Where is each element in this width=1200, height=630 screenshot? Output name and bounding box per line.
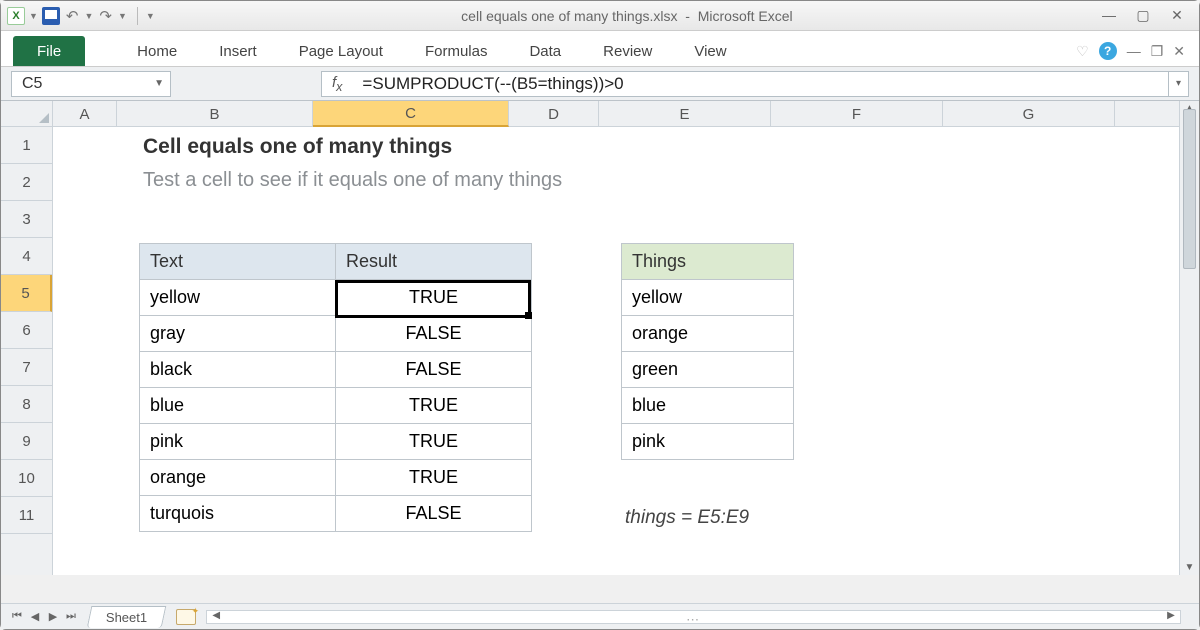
title-appname: Microsoft Excel: [698, 8, 793, 24]
minimize-button[interactable]: ―: [1099, 7, 1119, 24]
new-sheet-button[interactable]: [176, 609, 196, 625]
ribbon-right-controls: ♡ ? ― ❐ ✕: [1076, 42, 1185, 60]
undo-button[interactable]: ↶: [64, 7, 81, 25]
row-header[interactable]: 9: [1, 423, 52, 460]
row-header[interactable]: 2: [1, 164, 52, 201]
namebox-dropdown-icon[interactable]: ▼: [154, 78, 164, 89]
sheet-tab[interactable]: Sheet1: [87, 606, 167, 628]
ribbon-minimize-icon[interactable]: ♡: [1076, 43, 1089, 60]
sheet-nav-last-icon[interactable]: ⏭: [63, 610, 79, 623]
qat-dropdown-icon[interactable]: ▼: [29, 11, 38, 21]
ribbon-tab-data[interactable]: Data: [525, 37, 565, 66]
ribbon-tab-formulas[interactable]: Formulas: [421, 37, 492, 66]
formula-input[interactable]: =SUMPRODUCT(--(B5=things))>0: [352, 71, 1169, 97]
formula-bar: C5 ▼ fx =SUMPRODUCT(--(B5=things))>0 ▾: [1, 67, 1199, 101]
sheet-nav-prev-icon[interactable]: ◀: [27, 610, 43, 623]
excel-icon: X: [7, 7, 25, 25]
window-buttons: ― ▢ ✕: [1099, 7, 1193, 24]
ribbon-tab-insert[interactable]: Insert: [215, 37, 261, 66]
hscroll-left-icon[interactable]: ◀: [209, 610, 223, 621]
redo-button[interactable]: ↷: [97, 7, 114, 25]
workbook-restore-button[interactable]: ❐: [1151, 43, 1164, 60]
file-tab[interactable]: File: [13, 36, 85, 66]
vertical-scrollbar[interactable]: ▲ ▼: [1179, 101, 1199, 575]
horizontal-scrollbar[interactable]: ◀ ⋯ ▶: [206, 610, 1181, 624]
row-header[interactable]: 10: [1, 460, 52, 497]
qat-separator: [137, 7, 138, 25]
row-header[interactable]: 3: [1, 201, 52, 238]
sheet-nav-next-icon[interactable]: ▶: [45, 610, 61, 623]
ribbon-tab-home[interactable]: Home: [133, 37, 181, 66]
workbook-close-button[interactable]: ✕: [1173, 43, 1185, 60]
name-box-value: C5: [22, 75, 42, 93]
sheet-tab-label: Sheet1: [106, 610, 147, 625]
undo-redo-group: ↶▼ ↷▼: [64, 7, 129, 25]
ribbon: File Home Insert Page Layout Formulas Da…: [1, 31, 1199, 67]
ribbon-tab-page-layout[interactable]: Page Layout: [295, 37, 387, 66]
maximize-button[interactable]: ▢: [1133, 7, 1153, 24]
scroll-down-icon[interactable]: ▼: [1180, 562, 1199, 573]
sheet-nav-first-icon[interactable]: ⏮: [9, 610, 25, 623]
workbook-minimize-button[interactable]: ―: [1127, 43, 1141, 59]
sheet-tabs-bar: ⏮ ◀ ▶ ⏭ Sheet1 ◀ ⋯ ▶: [1, 603, 1199, 629]
worksheet-grid: 1234567891011 ABCDEFG ▲ ▼ Cell equals on…: [1, 101, 1199, 575]
row-header[interactable]: 7: [1, 349, 52, 386]
fx-icon[interactable]: fx: [322, 74, 352, 94]
row-header[interactable]: 8: [1, 386, 52, 423]
customize-qat-icon[interactable]: ▼: [146, 11, 155, 21]
ribbon-tab-view[interactable]: View: [690, 37, 730, 66]
quick-access-toolbar: X ▼ ↶▼ ↷▼ ▼: [7, 7, 155, 25]
help-icon[interactable]: ?: [1099, 42, 1117, 60]
name-box[interactable]: C5 ▼: [11, 71, 171, 97]
fx-wrap: fx: [321, 71, 352, 97]
window-title: cell equals one of many things.xlsx - Mi…: [155, 8, 1099, 24]
hscroll-right-icon[interactable]: ▶: [1164, 610, 1178, 621]
title-filename: cell equals one of many things.xlsx: [461, 8, 677, 24]
ribbon-tab-review[interactable]: Review: [599, 37, 656, 66]
select-all-corner[interactable]: [1, 101, 53, 127]
close-button[interactable]: ✕: [1167, 7, 1187, 24]
undo-dropdown-icon[interactable]: ▼: [83, 11, 96, 21]
title-bar: X ▼ ↶▼ ↷▼ ▼ cell equals one of many thin…: [1, 1, 1199, 31]
row-header[interactable]: 5: [1, 275, 52, 312]
sheet-nav-buttons: ⏮ ◀ ▶ ⏭: [9, 610, 79, 623]
row-headers: 1234567891011: [1, 127, 53, 575]
scroll-thumb[interactable]: [1183, 109, 1196, 269]
redo-dropdown-icon[interactable]: ▼: [116, 11, 129, 21]
sheet-content[interactable]: [53, 101, 1179, 575]
formula-expand-icon[interactable]: ▾: [1169, 71, 1189, 97]
row-header[interactable]: 4: [1, 238, 52, 275]
grid-main: ABCDEFG: [53, 101, 1199, 575]
row-header[interactable]: 11: [1, 497, 52, 534]
save-icon[interactable]: [42, 7, 60, 25]
row-header[interactable]: 1: [1, 127, 52, 164]
row-header[interactable]: 6: [1, 312, 52, 349]
formula-text: =SUMPRODUCT(--(B5=things))>0: [362, 74, 623, 94]
